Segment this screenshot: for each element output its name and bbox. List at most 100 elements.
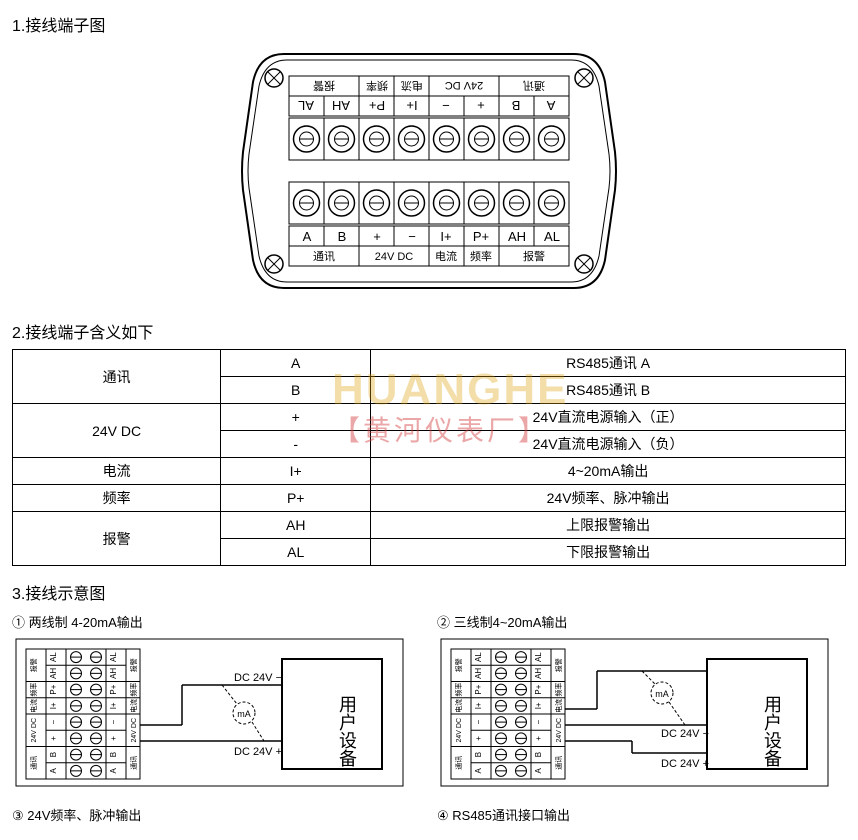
svg-text:通讯: 通讯 bbox=[129, 756, 138, 770]
svg-text:I+: I+ bbox=[474, 702, 483, 709]
svg-text:电流: 电流 bbox=[454, 699, 463, 713]
svg-text:I+: I+ bbox=[109, 702, 118, 709]
svg-text:用户设备: 用户设备 bbox=[762, 695, 782, 767]
svg-text:B: B bbox=[109, 752, 118, 757]
svg-text:报警: 报警 bbox=[454, 658, 463, 672]
table-desc: 24V频率、脉冲输出 bbox=[371, 485, 846, 512]
svg-text:−: − bbox=[109, 719, 118, 724]
svg-text:A: A bbox=[546, 98, 555, 113]
svg-text:I+: I+ bbox=[406, 98, 417, 113]
svg-text:P+: P+ bbox=[369, 98, 385, 113]
svg-text:报警: 报警 bbox=[313, 79, 335, 93]
svg-text:频率: 频率 bbox=[129, 683, 138, 697]
svg-text:通讯: 通讯 bbox=[29, 756, 38, 770]
heading-3: 3.接线示意图 bbox=[12, 580, 846, 604]
svg-text:DC 24V +: DC 24V + bbox=[234, 746, 282, 758]
wiring-caption-1: ① 两线制 4-20mA输出 bbox=[12, 612, 407, 631]
svg-text:AL: AL bbox=[109, 652, 118, 662]
svg-text:+: + bbox=[373, 229, 381, 244]
svg-text:AL: AL bbox=[544, 229, 560, 244]
svg-text:电流: 电流 bbox=[401, 79, 423, 93]
svg-text:报警: 报警 bbox=[129, 658, 138, 672]
svg-text:AH: AH bbox=[474, 668, 483, 679]
svg-text:B: B bbox=[512, 98, 521, 113]
table-symbol: P+ bbox=[221, 485, 371, 512]
svg-text:频率: 频率 bbox=[554, 683, 563, 697]
svg-text:AL: AL bbox=[474, 652, 483, 662]
svg-text:I+: I+ bbox=[49, 702, 58, 709]
svg-text:频率: 频率 bbox=[470, 249, 492, 263]
svg-text:A: A bbox=[109, 768, 118, 774]
wiring-diagram-1: ALALAHAHP+P+I+I+−−++BBAA报警报警频率频率电流电流24V … bbox=[12, 635, 407, 790]
svg-text:报警: 报警 bbox=[523, 249, 545, 263]
svg-text:报警: 报警 bbox=[554, 658, 563, 672]
table-desc: 4~20mA输出 bbox=[371, 458, 846, 485]
svg-text:P+: P+ bbox=[473, 229, 489, 244]
terminal-definition-table: 通讯ARS485通讯 ABRS485通讯 B24V DC+24V直流电源输入（正… bbox=[12, 349, 846, 566]
svg-text:P+: P+ bbox=[474, 684, 483, 694]
svg-text:−: − bbox=[534, 719, 543, 724]
wiring-caption-4: ④ RS485通讯接口输出 bbox=[437, 805, 832, 824]
table-desc: 24V直流电源输入（正） bbox=[371, 404, 846, 431]
table-desc: RS485通讯 B bbox=[371, 377, 846, 404]
heading-1: 1.接线端子图 bbox=[12, 12, 846, 36]
svg-text:−: − bbox=[49, 719, 58, 724]
svg-text:用户设备: 用户设备 bbox=[337, 695, 357, 767]
table-group: 频率 bbox=[13, 485, 221, 512]
table-symbol: + bbox=[221, 404, 371, 431]
table-group: 24V DC bbox=[13, 404, 221, 458]
svg-text:AH: AH bbox=[534, 668, 543, 679]
table-symbol: - bbox=[221, 431, 371, 458]
svg-text:P+: P+ bbox=[534, 684, 543, 694]
table-desc: RS485通讯 A bbox=[371, 350, 846, 377]
svg-text:AL: AL bbox=[49, 652, 58, 662]
svg-text:报警: 报警 bbox=[29, 658, 38, 672]
svg-text:24V DC: 24V DC bbox=[31, 718, 38, 743]
svg-text:DC 24V +: DC 24V + bbox=[661, 758, 709, 770]
table-desc: 上限报警输出 bbox=[371, 512, 846, 539]
svg-text:A: A bbox=[49, 768, 58, 774]
terminal-diagram: AB +− I+P+ AHAL 通讯 24V DC 电流 频率 报警 AB +−… bbox=[12, 42, 846, 303]
svg-text:频率: 频率 bbox=[366, 79, 388, 93]
svg-text:通讯: 通讯 bbox=[313, 250, 335, 263]
svg-text:A: A bbox=[534, 768, 543, 774]
table-symbol: B bbox=[221, 377, 371, 404]
svg-text:24V DC: 24V DC bbox=[456, 718, 463, 743]
svg-text:I+: I+ bbox=[440, 229, 451, 244]
svg-text:I+: I+ bbox=[534, 702, 543, 709]
svg-text:mA: mA bbox=[237, 709, 251, 719]
svg-text:AH: AH bbox=[49, 668, 58, 679]
svg-text:B: B bbox=[338, 229, 347, 244]
svg-text:A: A bbox=[303, 229, 312, 244]
wiring-caption-2: ② 三线制4~20mA输出 bbox=[437, 612, 832, 631]
svg-text:DC 24V −: DC 24V − bbox=[661, 728, 709, 740]
svg-text:mA: mA bbox=[655, 689, 669, 699]
svg-text:P+: P+ bbox=[109, 684, 118, 694]
svg-text:电流: 电流 bbox=[129, 699, 138, 713]
svg-text:A: A bbox=[474, 768, 483, 774]
svg-text:24V DC: 24V DC bbox=[556, 718, 563, 743]
svg-text:+: + bbox=[534, 736, 543, 741]
table-desc: 下限报警输出 bbox=[371, 539, 846, 566]
svg-text:通讯: 通讯 bbox=[554, 756, 563, 770]
svg-text:AH: AH bbox=[332, 98, 350, 113]
table-desc: 24V直流电源输入（负） bbox=[371, 431, 846, 458]
svg-text:24V DC: 24V DC bbox=[131, 718, 138, 743]
wiring-caption-3: ③ 24V频率、脉冲输出 bbox=[12, 805, 407, 824]
table-symbol: AH bbox=[221, 512, 371, 539]
terminal-svg: AB +− I+P+ AHAL 通讯 24V DC 电流 频率 报警 AB +−… bbox=[229, 42, 629, 300]
svg-text:+: + bbox=[49, 736, 58, 741]
svg-text:电流: 电流 bbox=[435, 249, 457, 263]
svg-text:频率: 频率 bbox=[29, 683, 38, 697]
svg-text:−: − bbox=[442, 98, 450, 113]
svg-text:24V DC: 24V DC bbox=[445, 79, 484, 91]
svg-text:电流: 电流 bbox=[554, 699, 563, 713]
svg-text:+: + bbox=[474, 736, 483, 741]
table-group: 电流 bbox=[13, 458, 221, 485]
svg-text:电流: 电流 bbox=[29, 699, 38, 713]
svg-text:+: + bbox=[109, 736, 118, 741]
svg-text:AH: AH bbox=[508, 229, 526, 244]
svg-text:P+: P+ bbox=[49, 684, 58, 694]
svg-text:−: − bbox=[408, 229, 416, 244]
wiring-diagram-2: ALALAHAHP+P+I+I+−−++BBAA报警报警频率频率电流电流24V … bbox=[437, 635, 832, 790]
